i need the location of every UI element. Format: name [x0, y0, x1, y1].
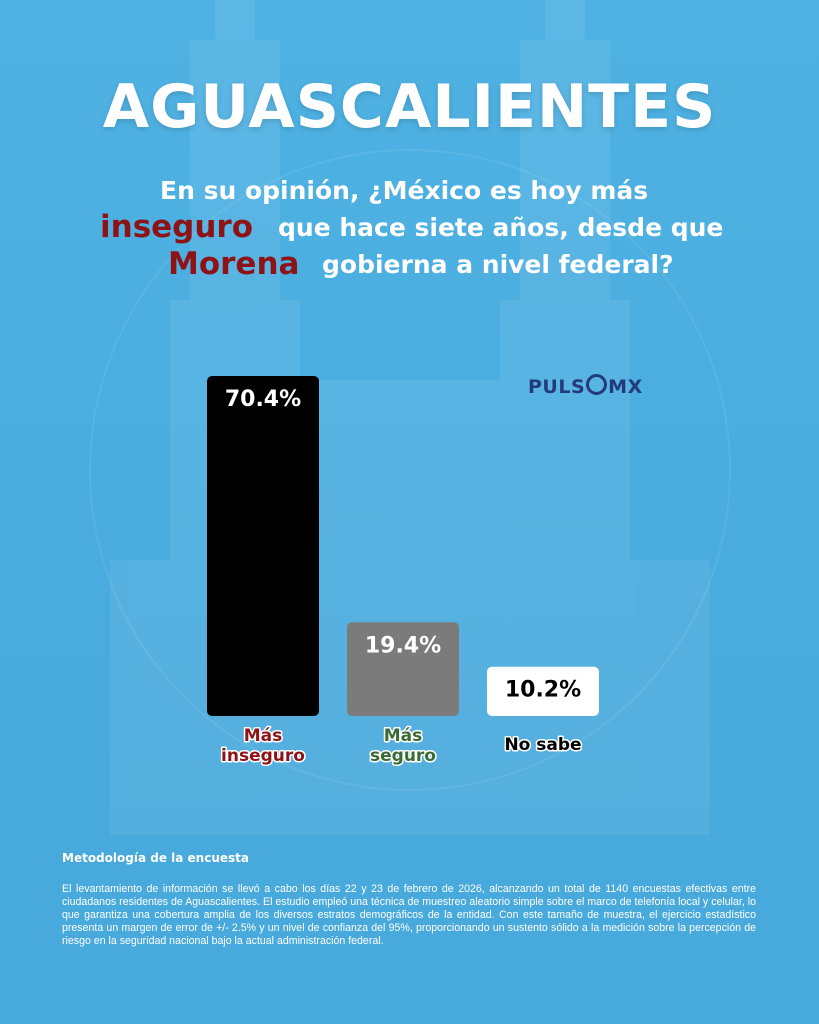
question-emphasis-morena: Morena: [168, 246, 300, 282]
methodology-section: Metodología de la encuesta El levantamie…: [0, 835, 819, 1024]
bar-value-label-1: 70.4%: [225, 387, 301, 412]
methodology-text: El levantamiento de información se llevó…: [62, 883, 756, 947]
category-label-3: No sabe: [504, 735, 581, 755]
category-label-1: Más inseguro: [221, 726, 305, 766]
question-emphasis-inseguro: inseguro: [100, 209, 254, 245]
pulsomx-logo: PULS MX: [528, 374, 643, 398]
question-line-1: En su opinión, ¿México es hoy más: [160, 176, 649, 205]
bar-2: [347, 622, 459, 716]
category-label-2: Más seguro: [370, 726, 436, 766]
logo-pulse-icon: [586, 374, 608, 395]
bar-value-label-2: 19.4%: [365, 633, 441, 658]
bar-3: [487, 666, 599, 716]
bar-value-label-3: 10.2%: [505, 678, 581, 703]
logo-text-left: PULS: [528, 376, 586, 398]
bar-1: [207, 376, 319, 716]
bar-chart: 70.4% Más inseguro 19.4% Más seguro 10.2% No sa…: [207, 376, 599, 768]
question-line-3: gobierna a nivel federal?: [322, 250, 674, 279]
logo-text-right: MX: [608, 376, 643, 398]
question-line-2: que hace siete años, desde que: [278, 213, 724, 242]
methodology-title: Metodología de la encuesta: [62, 851, 249, 865]
page-title: AGUASCALIENTES: [102, 72, 717, 142]
background: [0, 0, 819, 835]
